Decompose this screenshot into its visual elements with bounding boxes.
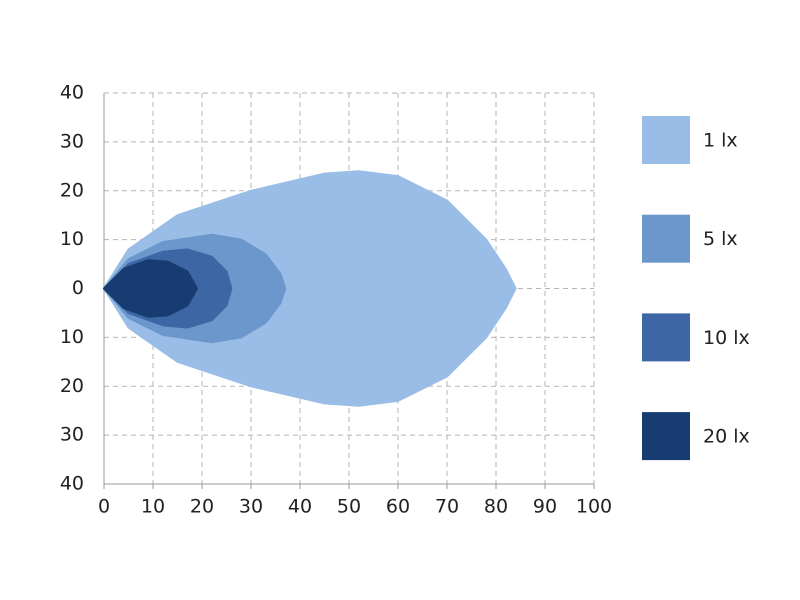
x-tick-label: 80	[484, 496, 508, 518]
x-tick-label: 60	[386, 496, 410, 518]
x-tick-label: 40	[288, 496, 312, 518]
x-tick-label: 10	[141, 496, 165, 518]
legend-swatch	[642, 313, 690, 362]
y-tick-label: 30	[60, 424, 84, 446]
x-tick-label: 20	[190, 496, 214, 518]
y-tick-label: 40	[60, 82, 84, 104]
y-tick-label: 0	[72, 277, 84, 299]
legend-swatch	[642, 412, 690, 461]
legend-label: 5 lx	[703, 228, 738, 250]
x-tick-label: 100	[576, 496, 612, 518]
y-tick-label: 40	[60, 473, 84, 495]
y-tick-label: 20	[60, 179, 84, 201]
x-tick-label: 90	[533, 496, 557, 518]
legend-label: 10 lx	[703, 327, 750, 349]
x-tick-label: 50	[337, 496, 361, 518]
legend-swatch	[642, 214, 690, 263]
y-tick-label: 10	[60, 326, 84, 348]
isolux-area	[103, 170, 517, 407]
x-tick-label: 0	[98, 496, 110, 518]
legend-label: 1 lx	[703, 130, 738, 152]
y-tick-label: 10	[60, 228, 84, 250]
y-tick-label: 20	[60, 375, 84, 397]
legend-label: 20 lx	[703, 426, 750, 448]
y-tick-label: 30	[60, 130, 84, 152]
x-tick-label: 30	[239, 496, 263, 518]
isolux-area	[103, 259, 199, 318]
legend-swatch	[642, 116, 690, 164]
x-tick-label: 70	[435, 496, 459, 518]
